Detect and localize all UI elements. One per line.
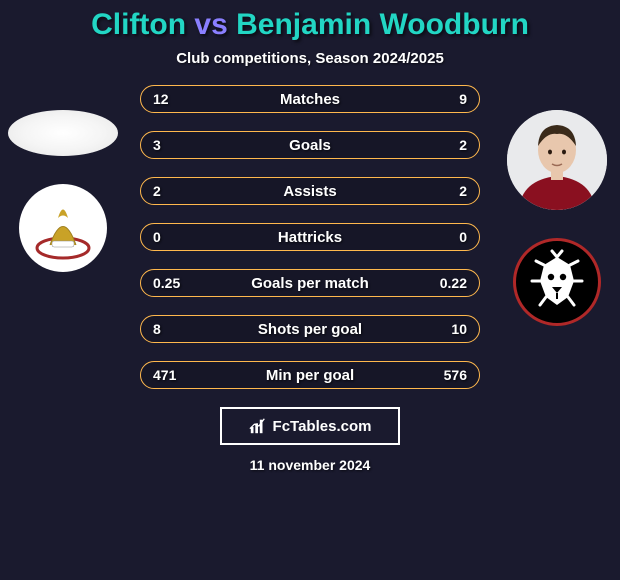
stat-right-value: 0.22 [427, 275, 467, 291]
stat-label: Shots per goal [258, 321, 362, 338]
stat-left-value: 0 [153, 229, 193, 245]
title-player2: Benjamin Woodburn [236, 8, 529, 41]
brand-text: FcTables.com [273, 418, 372, 435]
stat-label: Hattricks [278, 229, 342, 246]
player2-club-badge [513, 238, 601, 326]
stat-row: 471 Min per goal 576 [140, 361, 480, 389]
stats-table: 12 Matches 9 3 Goals 2 2 Assists 2 0 Hat… [140, 85, 480, 389]
stat-right-value: 9 [427, 91, 467, 107]
right-column [502, 110, 612, 326]
stat-left-value: 471 [153, 367, 193, 383]
brand-box[interactable]: FcTables.com [220, 407, 400, 445]
stat-label: Matches [280, 91, 340, 108]
player1-club-badge [19, 184, 107, 272]
doncaster-crest-icon [28, 193, 98, 263]
stat-label: Goals per match [251, 275, 369, 292]
page-title: Clifton vs Benjamin Woodburn [0, 8, 620, 42]
stat-right-value: 2 [427, 183, 467, 199]
stat-left-value: 8 [153, 321, 193, 337]
stat-left-value: 2 [153, 183, 193, 199]
stat-row: 0.25 Goals per match 0.22 [140, 269, 480, 297]
player2-photo [507, 110, 607, 210]
player1-photo-placeholder [8, 110, 118, 156]
stat-label: Goals [289, 137, 331, 154]
salford-lion-icon [522, 247, 592, 317]
stat-label: Assists [283, 183, 336, 200]
stat-right-value: 10 [427, 321, 467, 337]
stat-left-value: 3 [153, 137, 193, 153]
stat-label: Min per goal [266, 367, 354, 384]
title-vs: vs [194, 8, 227, 41]
stat-left-value: 0.25 [153, 275, 193, 291]
comparison-card: Clifton vs Benjamin Woodburn Club compet… [0, 0, 620, 580]
left-column [8, 110, 118, 272]
stat-row: 2 Assists 2 [140, 177, 480, 205]
title-player1: Clifton [91, 8, 186, 41]
chart-icon [249, 417, 267, 435]
subtitle: Club competitions, Season 2024/2025 [0, 50, 620, 67]
date-label: 11 november 2024 [0, 457, 620, 473]
stat-row: 3 Goals 2 [140, 131, 480, 159]
stat-left-value: 12 [153, 91, 193, 107]
stat-row: 0 Hattricks 0 [140, 223, 480, 251]
stat-right-value: 0 [427, 229, 467, 245]
stat-right-value: 2 [427, 137, 467, 153]
player2-avatar-icon [507, 110, 607, 210]
stat-row: 12 Matches 9 [140, 85, 480, 113]
stat-row: 8 Shots per goal 10 [140, 315, 480, 343]
stat-right-value: 576 [427, 367, 467, 383]
